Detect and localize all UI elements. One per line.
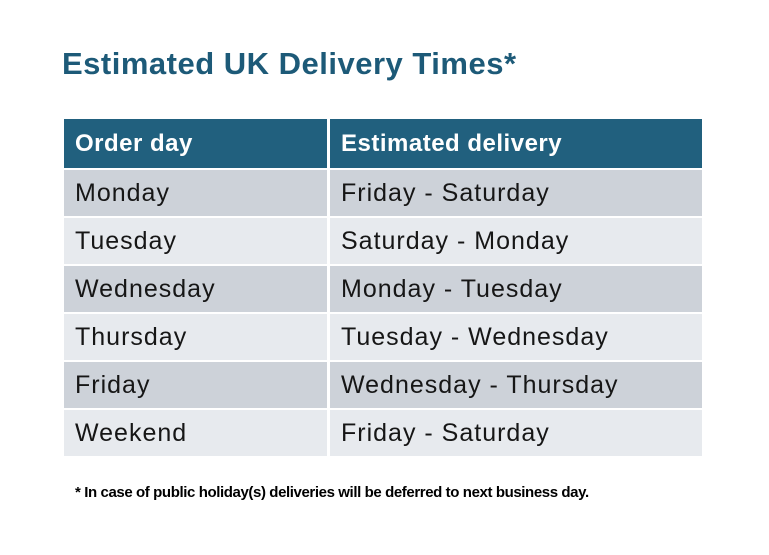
order-day-cell: Friday bbox=[64, 362, 327, 408]
footnote: * In case of public holiday(s) deliverie… bbox=[75, 484, 589, 501]
column-header-order-day: Order day bbox=[64, 119, 327, 168]
order-day-cell: Thursday bbox=[64, 314, 327, 360]
page-title: Estimated UK Delivery Times* bbox=[62, 46, 517, 81]
order-day-cell: Monday bbox=[64, 170, 327, 216]
estimated-delivery-cell: Friday - Saturday bbox=[330, 170, 702, 216]
estimated-delivery-cell: Tuesday - Wednesday bbox=[330, 314, 702, 360]
order-day-cell: Tuesday bbox=[64, 218, 327, 264]
estimated-delivery-cell: Wednesday - Thursday bbox=[330, 362, 702, 408]
order-day-cell: Weekend bbox=[64, 410, 327, 456]
delivery-times-table: Order day Estimated delivery Monday Frid… bbox=[64, 119, 702, 456]
column-header-estimated-delivery: Estimated delivery bbox=[330, 119, 702, 168]
estimated-delivery-cell: Monday - Tuesday bbox=[330, 266, 702, 312]
order-day-cell: Wednesday bbox=[64, 266, 327, 312]
estimated-delivery-cell: Saturday - Monday bbox=[330, 218, 702, 264]
estimated-delivery-cell: Friday - Saturday bbox=[330, 410, 702, 456]
